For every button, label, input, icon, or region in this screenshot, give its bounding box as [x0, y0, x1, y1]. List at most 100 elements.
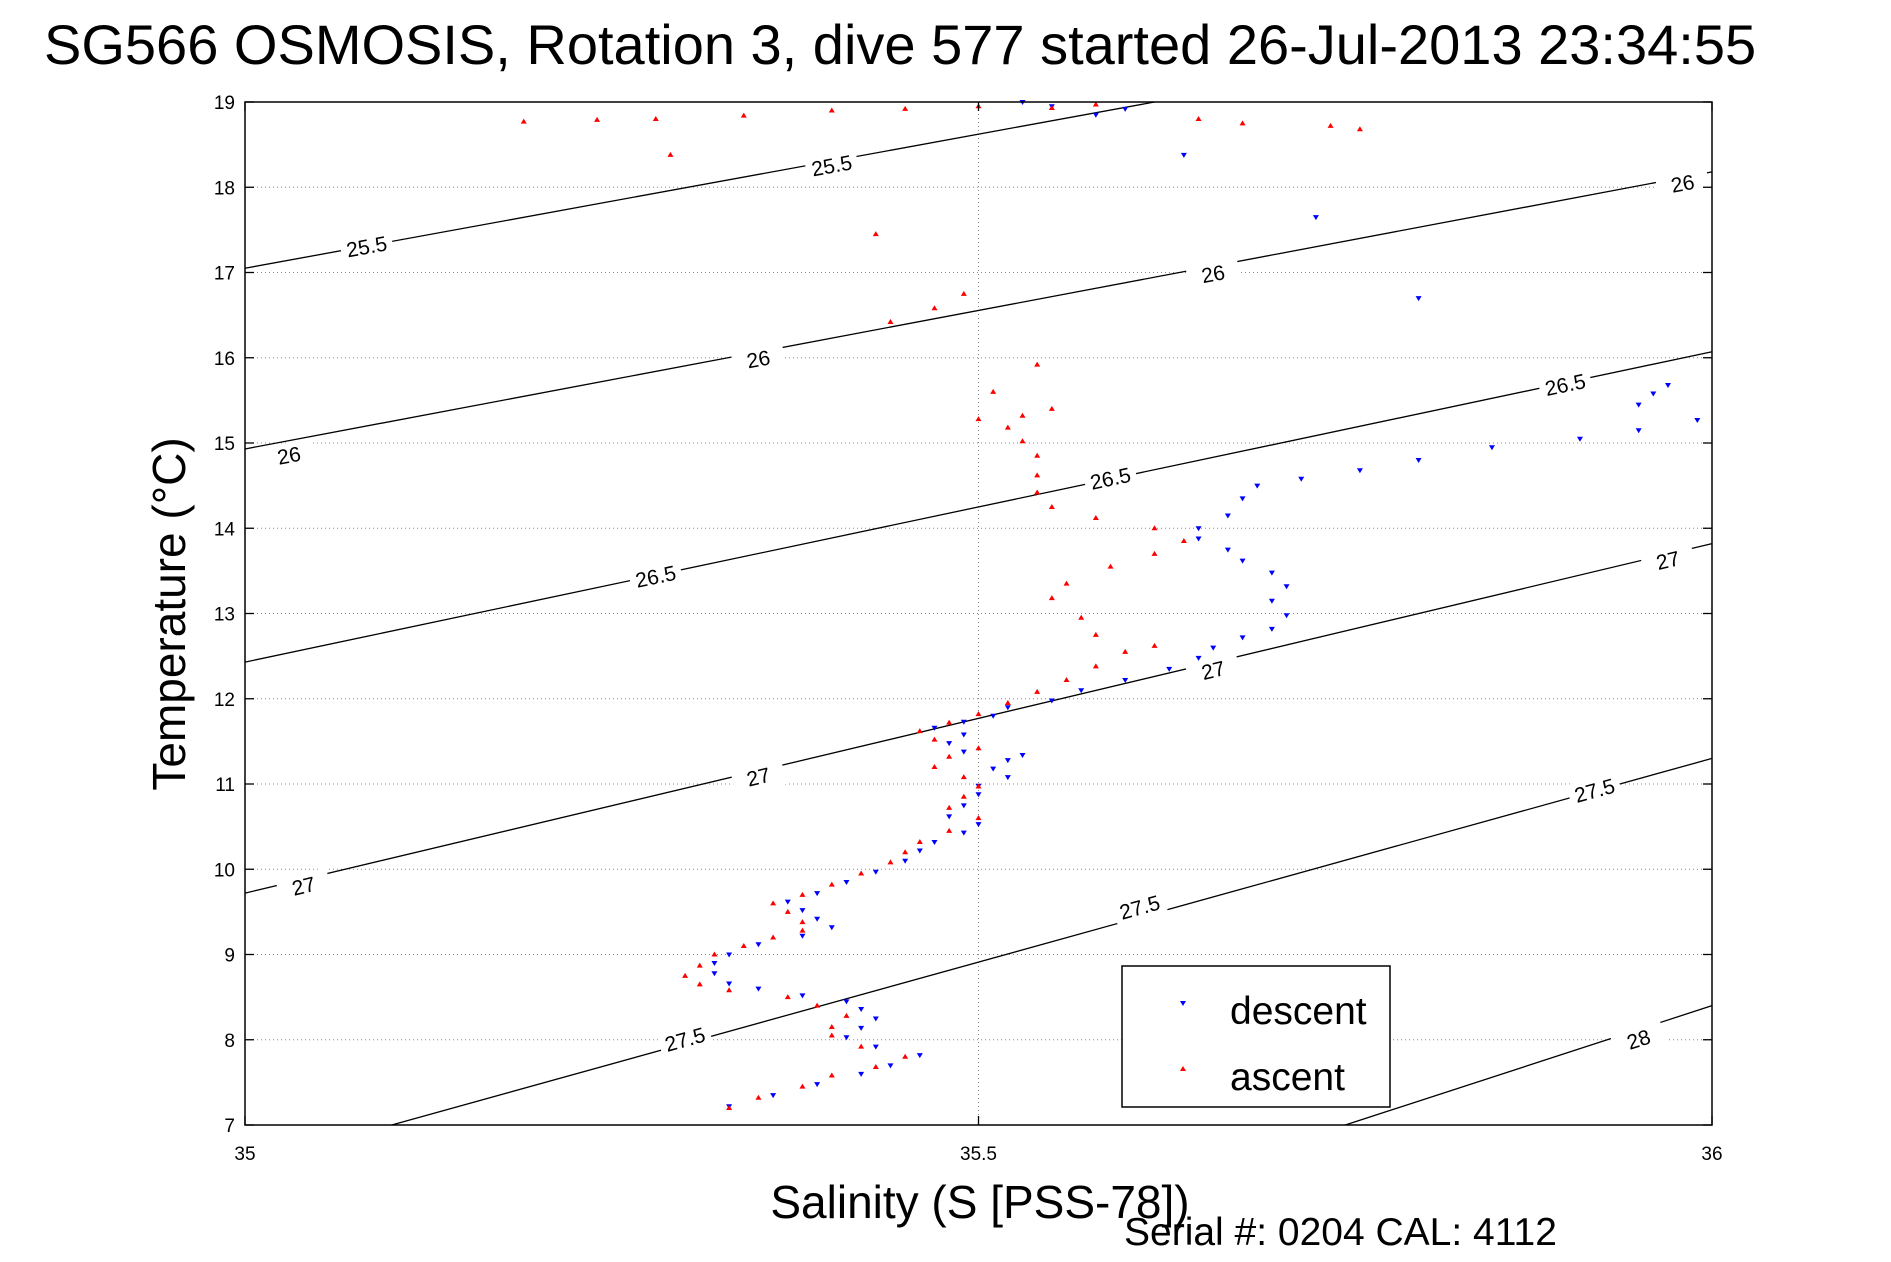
x-tick-label: 36: [1701, 1144, 1722, 1165]
contour-label-group: 27: [275, 867, 332, 905]
legend-ascent-marker: [1180, 1066, 1186, 1071]
descent-point: [1268, 626, 1275, 632]
contour-label-group: 26: [730, 341, 787, 378]
descent-point: [1488, 445, 1495, 451]
descent-point: [1122, 106, 1129, 112]
descent-point: [1356, 468, 1363, 474]
descent-point: [931, 839, 938, 845]
contour-label: 26: [1669, 171, 1696, 198]
descent-point: [1635, 402, 1642, 408]
descent-point: [843, 880, 850, 886]
descent-point: [1019, 753, 1026, 759]
ascent-point: [858, 870, 865, 876]
ascent-point: [946, 827, 953, 833]
x-axis-label: Salinity (S [PSS-78]): [770, 1176, 1189, 1228]
ascent-point: [726, 1104, 733, 1110]
ascent-point: [1180, 538, 1187, 544]
ascent-point: [828, 107, 835, 113]
descent-point: [1268, 598, 1275, 604]
contour-label-mask: [1566, 771, 1624, 811]
contour-label: 27: [1654, 547, 1682, 575]
ascent-point: [784, 994, 791, 1000]
ascent-point: [960, 290, 967, 296]
y-tick-label: 18: [214, 178, 235, 199]
descent-point: [960, 732, 967, 738]
ascent-point: [1019, 412, 1026, 418]
ascent-point: [975, 783, 982, 789]
ascent-point: [1356, 126, 1363, 132]
descent-point: [1312, 215, 1319, 221]
descent-point: [828, 925, 835, 931]
legend-descent-marker: [1180, 1001, 1186, 1006]
legend-box: [1121, 965, 1391, 1108]
ascent-point: [916, 728, 923, 734]
descent-point: [784, 899, 791, 905]
descent-point: [1283, 613, 1290, 619]
descent-point: [1195, 655, 1202, 661]
ascent-point: [711, 951, 718, 957]
descent-point: [1078, 688, 1085, 694]
x-tick-label: 35: [234, 1144, 255, 1165]
ascent-point: [1048, 595, 1055, 601]
descent-point: [1210, 645, 1217, 651]
ascent-point: [784, 908, 791, 914]
descent-point: [770, 1093, 777, 1099]
descent-point: [726, 952, 733, 958]
descent-point: [1180, 152, 1187, 158]
ascent-point: [828, 1023, 835, 1029]
ascent-point: [975, 416, 982, 422]
ascent-point: [770, 934, 777, 940]
ascent-point: [1048, 503, 1055, 509]
ascent-point: [770, 900, 777, 906]
descent-point: [887, 1063, 894, 1069]
descent-point: [1048, 698, 1055, 704]
ascent-point: [931, 305, 938, 311]
contour-label-mask: [656, 1020, 714, 1060]
contour-label: 26: [745, 346, 772, 373]
contour-label-group: 27: [1184, 651, 1242, 690]
descent-point: [858, 1071, 865, 1077]
ascent-point: [1034, 452, 1041, 458]
ascent-point: [828, 1032, 835, 1038]
ascent-point: [1004, 700, 1011, 706]
descent-point: [946, 814, 953, 820]
descent-point: [858, 1025, 865, 1031]
y-tick-label: 16: [214, 349, 235, 370]
ascent-point: [1063, 580, 1070, 586]
ascent-point: [1034, 688, 1041, 694]
contour-label-group: 27: [730, 758, 787, 796]
ascent-point: [520, 118, 527, 124]
contour-label-mask: [1537, 366, 1594, 404]
ascent-point: [887, 318, 894, 324]
ascent-point: [828, 1072, 835, 1078]
x-tick-label: 35.5: [960, 1144, 997, 1165]
ascent-point: [902, 1053, 909, 1059]
descent-point: [960, 803, 967, 809]
y-tick-label: 19: [214, 93, 235, 114]
ascent-point: [1048, 405, 1055, 411]
ascent-point: [828, 881, 835, 887]
descent-point: [1004, 758, 1011, 764]
descent-point: [799, 933, 806, 939]
descent-point: [1650, 391, 1657, 397]
descent-point: [1166, 666, 1173, 672]
ascent-point: [1195, 116, 1202, 122]
ascent-point: [902, 849, 909, 855]
descent-point: [858, 1007, 865, 1013]
descent-point: [755, 986, 762, 992]
contour-line-3: [244, 542, 1713, 894]
data-points: [520, 100, 1701, 1110]
ascent-point: [872, 1064, 879, 1070]
ascent-point: [902, 105, 909, 111]
ascent-point: [1239, 120, 1246, 126]
ascent-point: [740, 112, 747, 118]
contour-label-group: 28: [1609, 1019, 1668, 1061]
descent-point: [1283, 584, 1290, 590]
descent-point: [1224, 547, 1231, 553]
contour-line-1: [244, 171, 1713, 450]
descent-point: [711, 971, 718, 977]
contour-label-mask: [1185, 256, 1242, 292]
descent-point: [1415, 458, 1422, 464]
ascent-point: [1151, 550, 1158, 556]
